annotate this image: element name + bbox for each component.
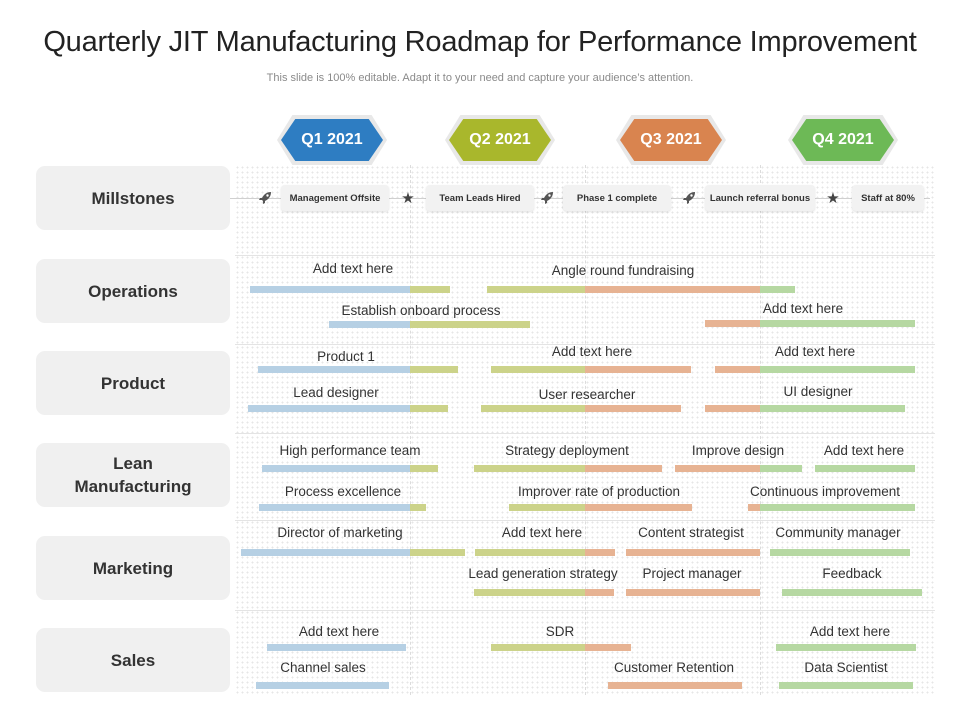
quarter-divider (410, 165, 411, 695)
task-label: Content strategist (638, 525, 744, 540)
milestone-box: Management Offsite (281, 185, 389, 211)
milestone-box: Team Leads Hired (426, 185, 534, 211)
task-bar (241, 549, 465, 556)
row-divider (235, 520, 935, 521)
task-bar (705, 405, 905, 412)
task-bar (770, 549, 910, 556)
task-label: Process excellence (284, 484, 402, 499)
task-label: Continuous improvement (749, 484, 901, 499)
task-label: Add text here (762, 301, 844, 316)
quarter-divider (760, 165, 761, 695)
task-bar (608, 682, 742, 689)
row-divider (235, 255, 935, 256)
task-bar (626, 589, 760, 596)
task-bar (481, 405, 681, 412)
row-label-lean-manufacturing: Lean Manufacturing (36, 443, 230, 507)
row-divider (235, 610, 935, 611)
quarter-badge-q1: Q1 2021 (277, 115, 387, 165)
row-divider (235, 344, 935, 345)
quarter-badge-q3: Q3 2021 (616, 115, 726, 165)
quarter-badge-q2: Q2 2021 (445, 115, 555, 165)
task-label: Add text here (823, 443, 905, 458)
task-label: Add text here (551, 344, 633, 359)
row-label-product: Product (36, 351, 230, 415)
task-bar (491, 644, 631, 651)
task-label: Improve design (691, 443, 785, 458)
task-label: Lead generation strategy (468, 566, 618, 581)
quarter-label: Q3 2021 (620, 119, 722, 161)
task-label: Lead designer (293, 385, 379, 400)
task-bar (782, 589, 922, 596)
quarter-label: Q2 2021 (449, 119, 551, 161)
task-label: Channel sales (280, 660, 366, 675)
task-label: Data Scientist (804, 660, 888, 675)
quarter-badge-q4: Q4 2021 (788, 115, 898, 165)
task-label: Add text here (298, 624, 380, 639)
task-bar (248, 405, 448, 412)
rocket-icon (256, 189, 274, 207)
task-label: Product 1 (317, 349, 375, 364)
task-label: Community manager (775, 525, 901, 540)
task-bar (250, 286, 450, 293)
row-label-marketing: Marketing (36, 536, 230, 600)
row-divider (235, 433, 935, 434)
milestone-box: Phase 1 complete (563, 185, 671, 211)
task-label: UI designer (783, 384, 853, 399)
quarter-label: Q4 2021 (792, 119, 894, 161)
task-bar (715, 366, 915, 373)
row-label-operations: Operations (36, 259, 230, 323)
task-label: Customer Retention (613, 660, 735, 675)
task-label: Angle round fundraising (551, 263, 695, 278)
task-label: Strategy deployment (505, 443, 629, 458)
page-subtitle: This slide is 100% editable. Adapt it to… (266, 72, 694, 84)
task-label: Add text here (312, 261, 394, 276)
task-label: User researcher (538, 387, 636, 402)
page-title: Quarterly JIT Manufacturing Roadmap for … (43, 26, 917, 58)
quarter-divider (585, 165, 586, 695)
task-bar (259, 504, 426, 511)
task-label: Add text here (774, 344, 856, 359)
milestone-box: Launch referral bonus (705, 185, 815, 211)
task-label: Improver rate of production (517, 484, 681, 499)
task-bar (705, 320, 915, 327)
task-label: High performance team (279, 443, 421, 458)
task-bar (626, 549, 760, 556)
quarter-label: Q1 2021 (281, 119, 383, 161)
row-label-sales: Sales (36, 628, 230, 692)
star-icon: ★ (401, 190, 415, 207)
task-bar (776, 644, 916, 651)
task-bar (509, 504, 692, 511)
task-bar (748, 504, 915, 511)
task-label: Add text here (809, 624, 891, 639)
task-bar (262, 465, 438, 472)
star-icon: ★ (826, 190, 840, 207)
task-label: Project manager (642, 566, 742, 581)
task-bar (329, 321, 530, 328)
task-bar (491, 366, 691, 373)
task-bar (267, 644, 406, 651)
row-label-millstones: Millstones (36, 166, 230, 230)
task-label: Establish onboard process (341, 303, 501, 318)
rocket-icon (538, 189, 556, 207)
task-bar (474, 589, 614, 596)
task-bar (256, 682, 389, 689)
task-bar (475, 549, 615, 556)
task-bar (474, 465, 662, 472)
task-bar (487, 286, 795, 293)
task-bar (258, 366, 458, 373)
task-label: Director of marketing (277, 525, 403, 540)
task-label: Feedback (822, 566, 882, 581)
task-bar (779, 682, 913, 689)
task-bar (675, 465, 802, 472)
task-label: Add text here (501, 525, 583, 540)
task-label: SDR (545, 624, 575, 639)
rocket-icon (680, 189, 698, 207)
milestone-box: Staff at 80% (852, 185, 924, 211)
task-bar (815, 465, 915, 472)
